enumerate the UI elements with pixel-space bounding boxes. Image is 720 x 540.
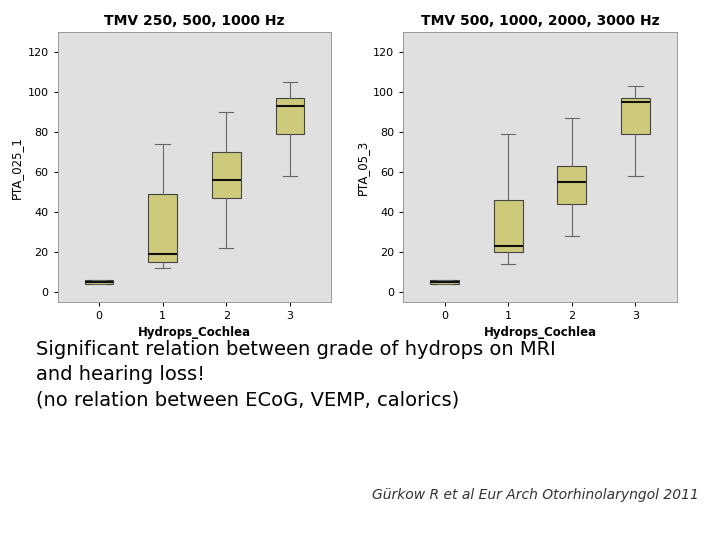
- X-axis label: Hydrops_Cochlea: Hydrops_Cochlea: [138, 326, 251, 339]
- X-axis label: Hydrops_Cochlea: Hydrops_Cochlea: [483, 326, 597, 339]
- PathPatch shape: [431, 280, 459, 285]
- PathPatch shape: [85, 280, 113, 285]
- Y-axis label: PTA_025_1: PTA_025_1: [10, 136, 23, 199]
- PathPatch shape: [276, 98, 304, 134]
- Title: TMV 250, 500, 1000 Hz: TMV 250, 500, 1000 Hz: [104, 15, 284, 29]
- PathPatch shape: [212, 152, 240, 198]
- PathPatch shape: [494, 200, 523, 252]
- PathPatch shape: [621, 98, 649, 134]
- Title: TMV 500, 1000, 2000, 3000 Hz: TMV 500, 1000, 2000, 3000 Hz: [420, 15, 660, 29]
- Text: Significant relation between grade of hydrops on MRI
and hearing loss!
(no relat: Significant relation between grade of hy…: [36, 340, 556, 409]
- Y-axis label: PTA_05_3: PTA_05_3: [356, 140, 369, 195]
- Text: Gürkow R et al Eur Arch Otorhinolaryngol 2011: Gürkow R et al Eur Arch Otorhinolaryngol…: [372, 488, 698, 502]
- PathPatch shape: [148, 194, 177, 262]
- PathPatch shape: [557, 166, 586, 205]
